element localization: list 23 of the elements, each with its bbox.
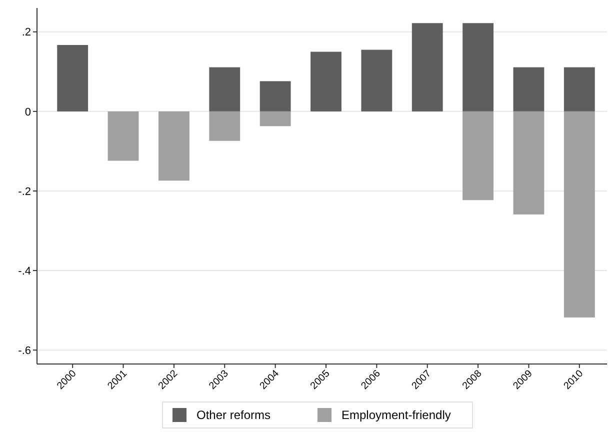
bar	[209, 111, 240, 141]
bar	[462, 111, 494, 200]
y-tick-label: -.2	[18, 186, 31, 198]
bar	[412, 23, 443, 112]
y-tick-label: -.4	[18, 265, 31, 278]
bar	[564, 67, 595, 112]
legend-label: Employment-friendly	[342, 408, 451, 422]
bar	[361, 50, 392, 112]
bar	[158, 111, 190, 181]
bar	[462, 23, 494, 112]
bar	[260, 81, 291, 112]
bar	[209, 67, 240, 112]
bar	[513, 67, 544, 112]
bar	[310, 52, 342, 112]
legend-label: Other reforms	[196, 408, 271, 422]
bar	[564, 111, 595, 318]
y-tick-label: 0	[24, 106, 31, 118]
bar	[57, 44, 88, 112]
y-tick-label: .2	[22, 26, 31, 39]
y-tick-label: -.6	[18, 344, 31, 357]
bar	[260, 111, 291, 126]
bar	[513, 111, 544, 214]
bar	[108, 111, 139, 161]
